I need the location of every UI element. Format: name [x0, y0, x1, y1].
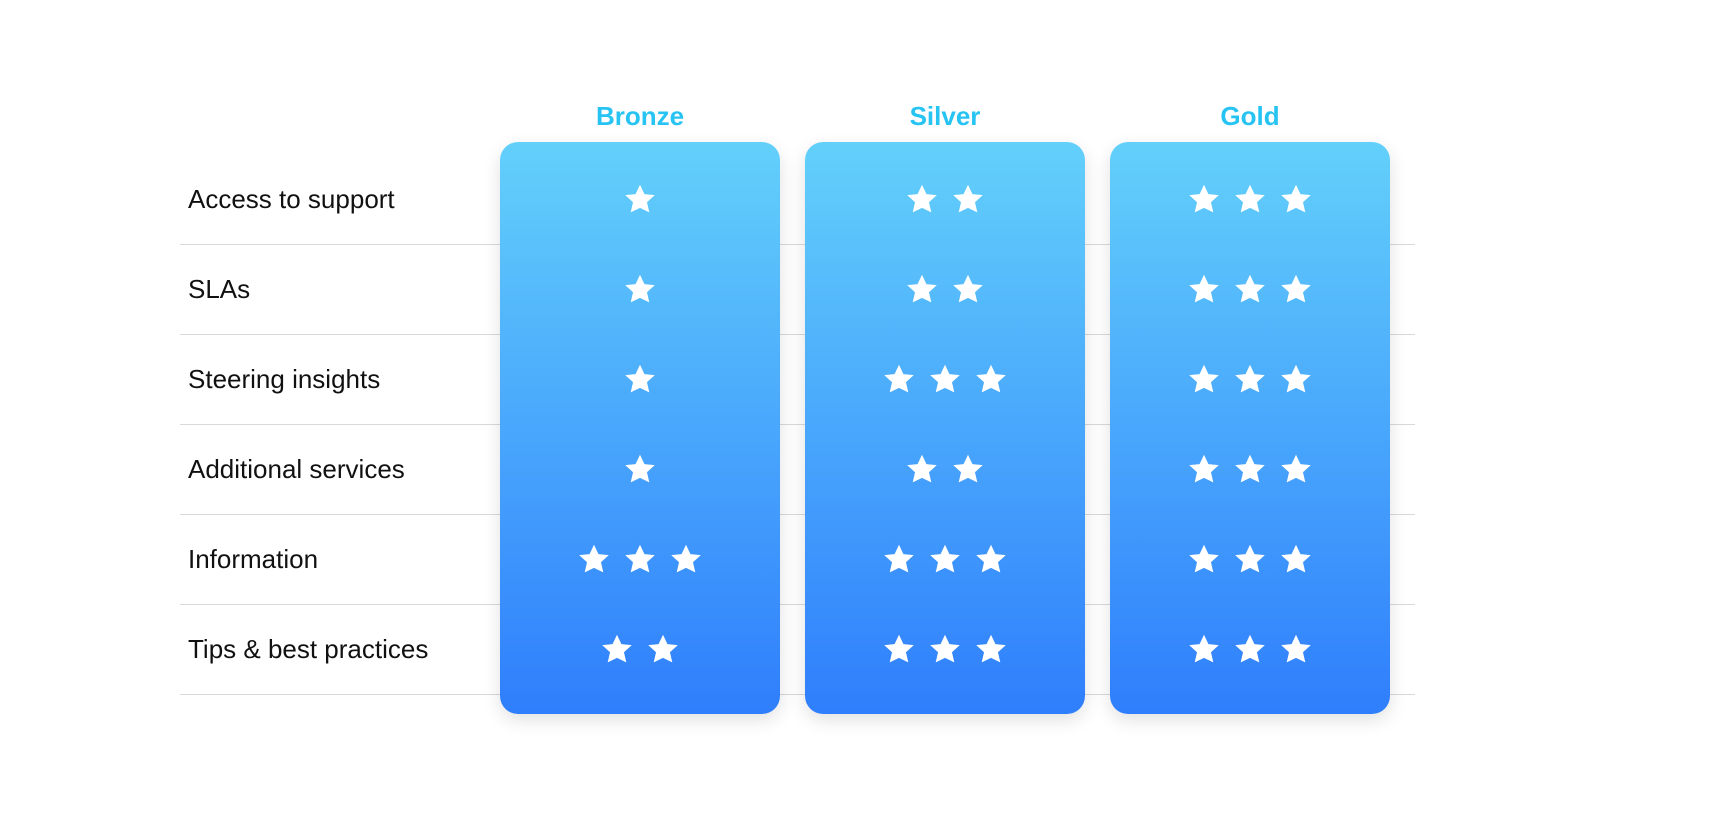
star-cell — [500, 244, 780, 334]
star-icon — [1186, 181, 1222, 217]
star-icon — [1278, 181, 1314, 217]
star-cell — [500, 424, 780, 514]
feature-label: Information — [180, 514, 500, 604]
star-icon — [950, 181, 986, 217]
star-cell — [1110, 514, 1390, 604]
star-cell — [805, 154, 1085, 244]
star-icon — [881, 541, 917, 577]
star-icon — [973, 361, 1009, 397]
star-icon — [622, 361, 658, 397]
star-icon — [881, 631, 917, 667]
tier-card-bronze — [500, 142, 780, 714]
star-icon — [1232, 631, 1268, 667]
star-cell — [805, 244, 1085, 334]
star-icon — [622, 451, 658, 487]
star-icon — [1232, 271, 1268, 307]
star-icon — [1278, 361, 1314, 397]
star-cell — [1110, 244, 1390, 334]
star-cell — [1110, 604, 1390, 694]
star-icon — [1278, 451, 1314, 487]
tier-card-gold — [1110, 142, 1390, 714]
star-icon — [973, 631, 1009, 667]
star-icon — [1186, 631, 1222, 667]
star-icon — [950, 451, 986, 487]
star-icon — [668, 541, 704, 577]
tier-header-row: Bronze Silver Gold — [180, 88, 1415, 132]
star-cell — [805, 334, 1085, 424]
star-icon — [881, 361, 917, 397]
tier-header-silver: Silver — [805, 101, 1085, 132]
star-icon — [1186, 451, 1222, 487]
star-icon — [1278, 541, 1314, 577]
star-icon — [1232, 361, 1268, 397]
star-icon — [904, 271, 940, 307]
star-icon — [576, 541, 612, 577]
feature-labels-column: Access to support SLAs Steering insights… — [180, 142, 500, 714]
star-icon — [950, 271, 986, 307]
star-icon — [1186, 361, 1222, 397]
star-icon — [622, 181, 658, 217]
star-cell — [805, 514, 1085, 604]
tier-header-bronze: Bronze — [500, 101, 780, 132]
tier-card-silver — [805, 142, 1085, 714]
star-cell — [500, 514, 780, 604]
star-icon — [1232, 541, 1268, 577]
feature-label: SLAs — [180, 244, 500, 334]
star-cell — [500, 604, 780, 694]
comparison-table: Bronze Silver Gold Access to support SLA… — [180, 88, 1415, 714]
star-icon — [973, 541, 1009, 577]
star-icon — [622, 541, 658, 577]
star-icon — [622, 271, 658, 307]
star-icon — [904, 181, 940, 217]
star-icon — [599, 631, 635, 667]
tier-header-gold: Gold — [1110, 101, 1390, 132]
star-cell — [1110, 334, 1390, 424]
feature-label: Steering insights — [180, 334, 500, 424]
star-icon — [1278, 631, 1314, 667]
star-icon — [645, 631, 681, 667]
table-body: Access to support SLAs Steering insights… — [180, 142, 1415, 714]
star-icon — [1278, 271, 1314, 307]
feature-label: Additional services — [180, 424, 500, 514]
star-cell — [500, 154, 780, 244]
star-icon — [1186, 271, 1222, 307]
star-icon — [1232, 451, 1268, 487]
feature-label: Access to support — [180, 154, 500, 244]
star-cell — [805, 424, 1085, 514]
star-icon — [1186, 541, 1222, 577]
star-icon — [1232, 181, 1268, 217]
feature-label: Tips & best practices — [180, 604, 500, 694]
star-icon — [904, 451, 940, 487]
star-cell — [1110, 424, 1390, 514]
star-icon — [927, 361, 963, 397]
star-icon — [927, 631, 963, 667]
star-cell — [805, 604, 1085, 694]
star-cell — [1110, 154, 1390, 244]
star-icon — [927, 541, 963, 577]
star-cell — [500, 334, 780, 424]
